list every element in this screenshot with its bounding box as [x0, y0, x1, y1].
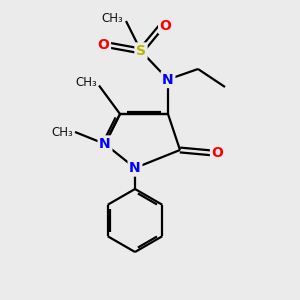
- Text: O: O: [212, 146, 224, 160]
- Text: CH₃: CH₃: [52, 125, 74, 139]
- Text: O: O: [98, 38, 110, 52]
- Text: CH₃: CH₃: [101, 11, 123, 25]
- Text: N: N: [99, 137, 111, 151]
- Text: N: N: [162, 73, 174, 86]
- Text: CH₃: CH₃: [76, 76, 98, 89]
- Text: S: S: [136, 44, 146, 58]
- Text: N: N: [129, 161, 141, 175]
- Text: O: O: [160, 19, 172, 32]
